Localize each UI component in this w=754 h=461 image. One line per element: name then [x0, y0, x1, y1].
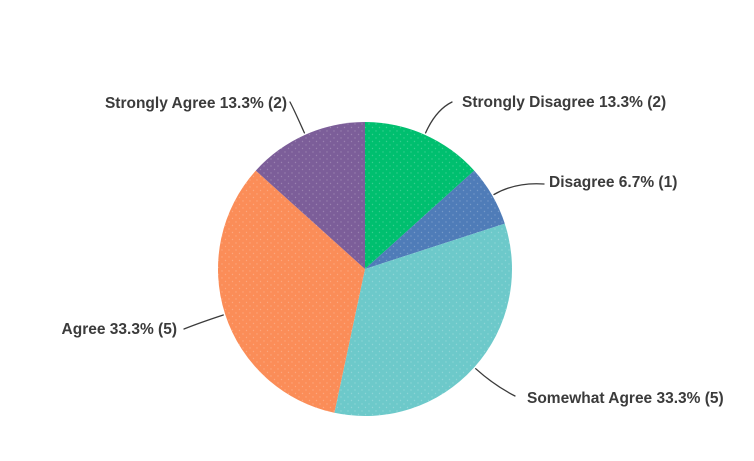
slice-label-somewhat-agree: Somewhat Agree 33.3% (5) [527, 390, 724, 407]
leader-lines-group [183, 101, 545, 397]
pie-slices-group [217, 122, 512, 417]
slice-label-agree: Agree 33.3% (5) [61, 321, 177, 338]
leader-line-strongly-agree [289, 101, 306, 134]
leader-line-strongly-disagree [424, 101, 453, 134]
slice-label-strongly-disagree: Strongly Disagree 13.3% (2) [462, 94, 667, 111]
slice-label-strongly-agree: Strongly Agree 13.3% (2) [104, 95, 287, 112]
leader-line-somewhat-agree [475, 368, 516, 397]
leader-line-disagree [493, 183, 545, 196]
leader-line-agree [183, 314, 224, 330]
slice-label-disagree: Disagree 6.7% (1) [549, 174, 678, 191]
